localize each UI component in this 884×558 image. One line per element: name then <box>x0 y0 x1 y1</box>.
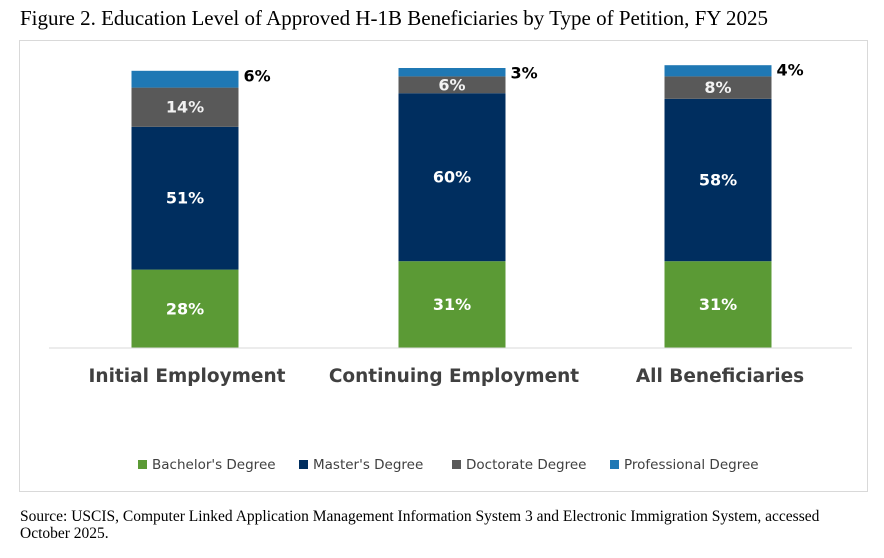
bar-segment-1-1 <box>398 93 506 262</box>
stacked-bar-chart: 28% 51% 14% 6% Initial Employment 31% 60% 6% 3% C… <box>49 61 852 473</box>
source-note: Source: USCIS, Computer Linked Applicati… <box>20 508 820 542</box>
data-label-1-0: 31% <box>433 295 471 314</box>
bar-segment-0-1 <box>131 126 239 270</box>
legend-item-1: Master's Degree <box>299 457 423 473</box>
data-label-1-1: 60% <box>433 168 471 187</box>
legend-label-0: Bachelor's Degree <box>152 457 276 473</box>
legend-label-3: Professional Degree <box>624 457 759 473</box>
category-label-0: Initial Employment <box>89 366 286 387</box>
data-label-2-0: 31% <box>699 295 737 314</box>
data-label-2-3: 4% <box>777 61 804 80</box>
data-label-0-3: 6% <box>244 66 271 85</box>
data-label-1-2: 6% <box>438 75 465 94</box>
data-label-0-0: 28% <box>166 299 204 318</box>
category-label-2: All Beneficiaries <box>636 366 804 387</box>
bar-segment-0-0 <box>131 269 239 348</box>
bar-segment-1-2 <box>398 76 506 94</box>
legend-swatch-2 <box>452 460 461 469</box>
labels-layer: 28% 51% 14% 6% Initial Employment 31% 60% 6% 3% C… <box>89 61 805 387</box>
legend-swatch-3 <box>610 460 619 469</box>
legend-item-0: Bachelor's Degree <box>138 457 276 473</box>
legend-swatch-1 <box>299 460 308 469</box>
bar-segment-0-3 <box>131 70 239 88</box>
data-label-0-1: 51% <box>166 189 204 208</box>
legend-item-2: Doctorate Degree <box>452 457 586 473</box>
data-label-2-2: 8% <box>704 78 731 97</box>
bar-segment-2-3 <box>664 65 772 77</box>
chart-area: 28% 51% 14% 6% Initial Employment 31% 60% 6% 3% C… <box>19 40 868 492</box>
bar-segment-2-1 <box>664 98 772 262</box>
bars-layer <box>131 65 772 348</box>
legend-label-2: Doctorate Degree <box>466 457 586 473</box>
data-label-0-2: 14% <box>166 98 204 117</box>
legend: Bachelor's Degree Master's Degree Doctorat… <box>138 457 759 473</box>
data-label-2-1: 58% <box>699 171 737 190</box>
bar-segment-2-2 <box>664 76 772 99</box>
legend-swatch-0 <box>138 460 147 469</box>
category-label-1: Continuing Employment <box>329 366 579 387</box>
bar-segment-1-0 <box>398 261 506 348</box>
legend-item-3: Professional Degree <box>610 457 759 473</box>
figure-title: Figure 2. Education Level of Approved H-… <box>20 6 768 30</box>
bar-segment-1-3 <box>398 68 506 77</box>
data-label-1-3: 3% <box>511 64 538 83</box>
bar-segment-2-0 <box>664 261 772 348</box>
bar-segment-0-2 <box>131 87 239 127</box>
legend-label-1: Master's Degree <box>313 457 423 473</box>
